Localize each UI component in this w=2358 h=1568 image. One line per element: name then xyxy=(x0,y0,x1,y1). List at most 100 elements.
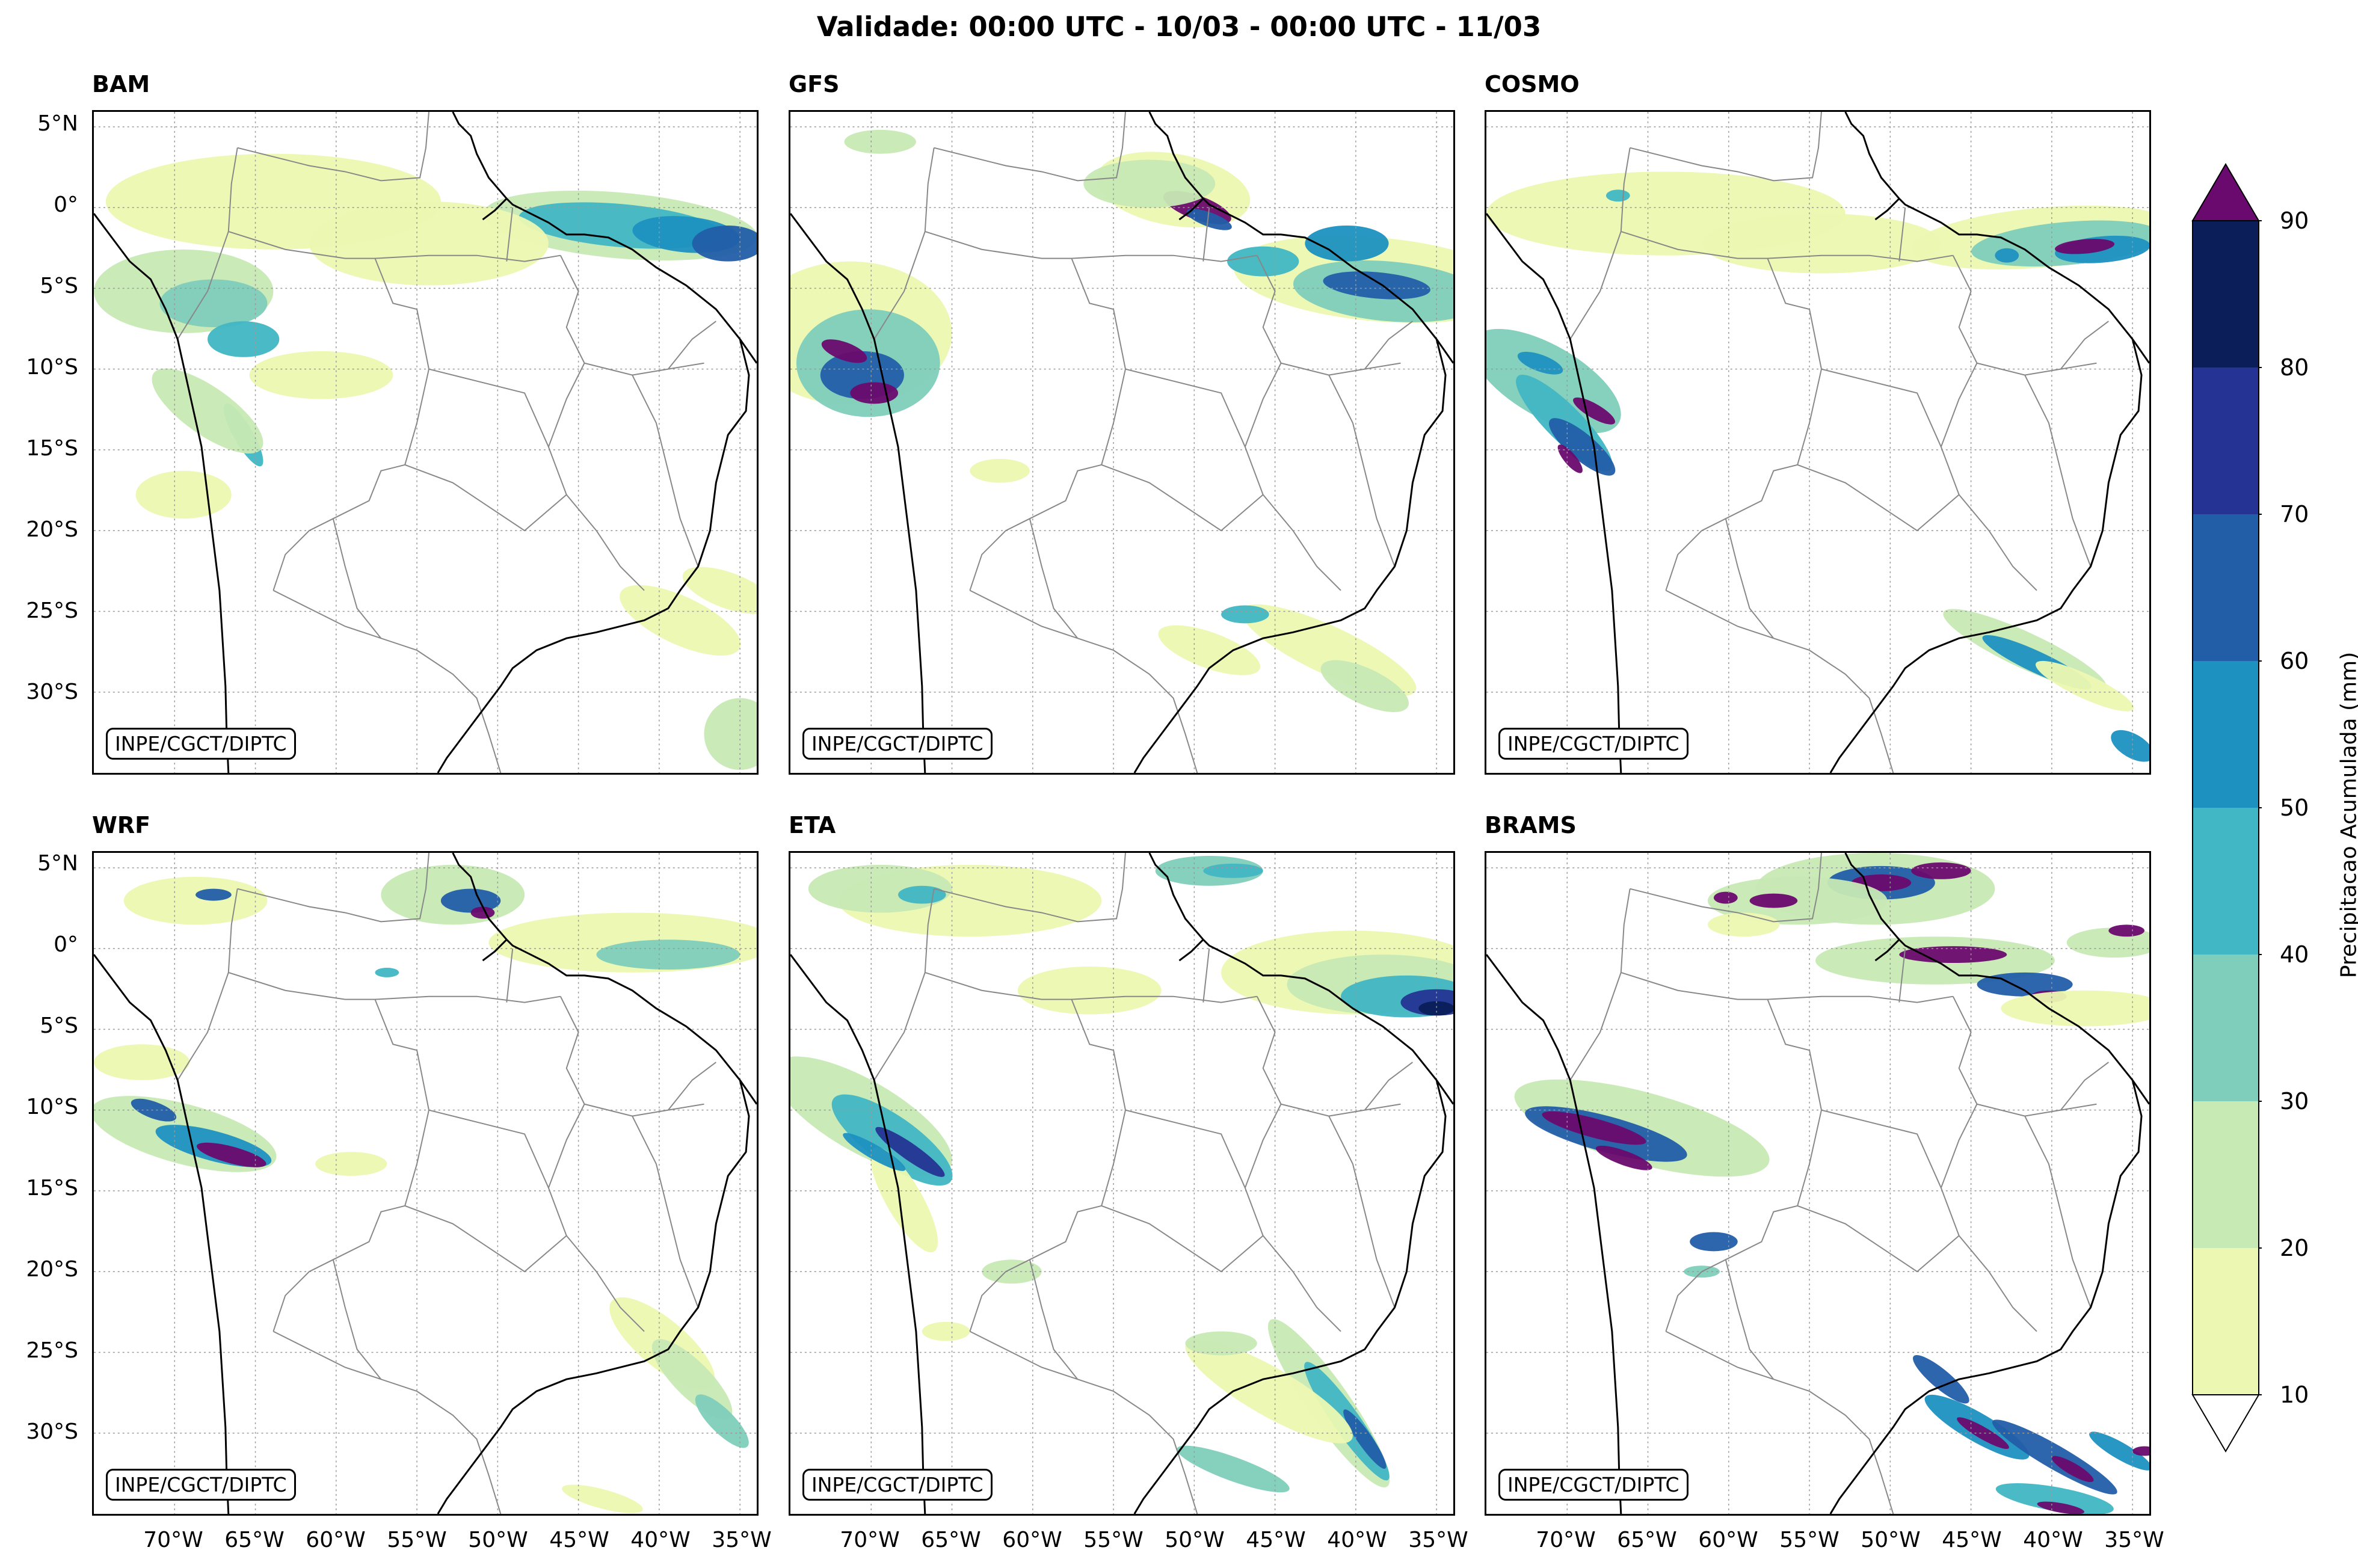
precip-area xyxy=(1323,271,1430,300)
state-borders xyxy=(1569,112,2109,773)
precip-area xyxy=(2132,1446,2149,1456)
precip-area xyxy=(123,876,268,925)
map-canvas xyxy=(1486,853,2149,1514)
lon-label: 60°W xyxy=(1698,1528,1758,1552)
precip-area xyxy=(843,1133,906,1171)
lon-label: 35°W xyxy=(2104,1528,2164,1552)
precip-area xyxy=(207,321,280,357)
precip-area xyxy=(2036,660,2134,712)
precip-area xyxy=(1185,1331,1257,1356)
precip-area xyxy=(470,906,495,919)
colorbar-tick: 60 xyxy=(2280,648,2309,674)
precip-area xyxy=(1083,159,1216,208)
state-borders xyxy=(177,112,716,773)
precip-area xyxy=(870,1147,938,1253)
precip-area xyxy=(2055,239,2115,254)
colorbar-segment xyxy=(2193,221,2259,367)
figure-title: Validade: 00:00 UTC - 10/03 - 00:00 UTC … xyxy=(816,11,1542,43)
lat-label: 5°N xyxy=(37,851,78,876)
lon-label: 50°W xyxy=(1165,1528,1225,1552)
colorbar-tick: 40 xyxy=(2280,941,2309,968)
panel-title-wrf: WRF xyxy=(92,812,151,838)
precip-area xyxy=(1418,1001,1453,1016)
state-borders xyxy=(873,112,1413,773)
precip-area xyxy=(1702,214,1941,274)
colorbar-under-triangle xyxy=(2191,1394,2260,1453)
coastline xyxy=(1486,112,2149,773)
precip-area xyxy=(596,939,740,970)
precip-area xyxy=(1158,625,1260,675)
lon-label: 60°W xyxy=(1002,1528,1062,1552)
precip-area xyxy=(1595,1145,1652,1170)
precip-area xyxy=(692,225,757,262)
panel-title-gfs: GFS xyxy=(789,71,840,97)
lon-label: 40°W xyxy=(2023,1528,2083,1552)
lon-label: 50°W xyxy=(1861,1528,1921,1552)
colorbar-segment xyxy=(2193,955,2259,1101)
precip-area xyxy=(875,1127,945,1177)
colorbar-tick: 20 xyxy=(2280,1235,2309,1261)
precip-area xyxy=(620,585,741,656)
precip-area xyxy=(1320,660,1409,712)
lat-label: 20°S xyxy=(26,517,78,542)
lon-label: 55°W xyxy=(387,1528,447,1552)
lon-label: 35°W xyxy=(1408,1528,1468,1552)
precip-area xyxy=(1203,863,1263,878)
precip-area xyxy=(197,1142,266,1167)
precip-area xyxy=(315,1152,387,1176)
precip-area xyxy=(1557,444,1583,473)
coastline xyxy=(790,853,1453,1514)
lat-label: 5°S xyxy=(40,1013,78,1038)
precip-area xyxy=(1186,209,1232,230)
precip-area xyxy=(1690,1232,1738,1252)
precip-area xyxy=(1221,605,1269,624)
lat-label: 0° xyxy=(54,932,78,957)
precip-area xyxy=(1227,246,1299,277)
lon-label: 70°W xyxy=(840,1528,900,1552)
state-borders xyxy=(1569,853,2109,1514)
precip-area xyxy=(1995,248,2019,263)
lon-label: 70°W xyxy=(1536,1528,1596,1552)
state-borders xyxy=(177,853,716,1514)
colorbar-segment xyxy=(2193,661,2259,808)
lon-label: 40°W xyxy=(1327,1528,1387,1552)
precip-area xyxy=(562,1484,643,1513)
credit-box: INPE/CGCT/DIPTC xyxy=(1498,1469,1688,1501)
state-borders xyxy=(873,853,1413,1514)
precip-area xyxy=(1517,351,1563,375)
lon-label: 65°W xyxy=(1617,1528,1677,1552)
precip-area xyxy=(1713,891,1738,904)
colorbar-segment xyxy=(2193,367,2259,514)
lat-label: 30°S xyxy=(26,1419,78,1444)
coastline xyxy=(1486,853,2149,1514)
colorbar-tick: 80 xyxy=(2280,354,2309,381)
precip-area xyxy=(309,201,549,286)
colorbar-label: Precipitacao Acumulada (mm) xyxy=(2336,651,2358,979)
precip-area xyxy=(844,129,916,154)
precip-area xyxy=(2089,1431,2149,1471)
colorbar-segment xyxy=(2193,514,2259,661)
precip-area xyxy=(850,382,899,404)
coastline xyxy=(790,112,1453,773)
lon-label: 40°W xyxy=(630,1528,691,1552)
precip-area xyxy=(440,888,501,913)
precip-area xyxy=(1017,966,1162,1015)
precip-area xyxy=(1957,1417,2009,1450)
precip-area xyxy=(1899,946,2007,964)
map-panel-bam: INPE/CGCT/DIPTC xyxy=(92,110,759,775)
lon-label: 45°W xyxy=(1942,1528,2002,1552)
lon-label: 50°W xyxy=(468,1528,528,1552)
panel-title-cosmo: COSMO xyxy=(1485,71,1580,97)
precip-area xyxy=(821,339,867,363)
precip-area xyxy=(131,1098,177,1122)
panel-title-brams: BRAMS xyxy=(1485,812,1577,838)
lat-label: 25°S xyxy=(26,598,78,623)
lon-label: 65°W xyxy=(224,1528,285,1552)
precip-area xyxy=(94,1044,190,1080)
precip-area xyxy=(1707,912,1780,937)
precip-area xyxy=(2111,730,2149,762)
lat-label: 25°S xyxy=(26,1338,78,1363)
lat-label: 20°S xyxy=(26,1257,78,1282)
precip-area xyxy=(1185,1339,1353,1443)
precip-area xyxy=(1177,1445,1290,1493)
